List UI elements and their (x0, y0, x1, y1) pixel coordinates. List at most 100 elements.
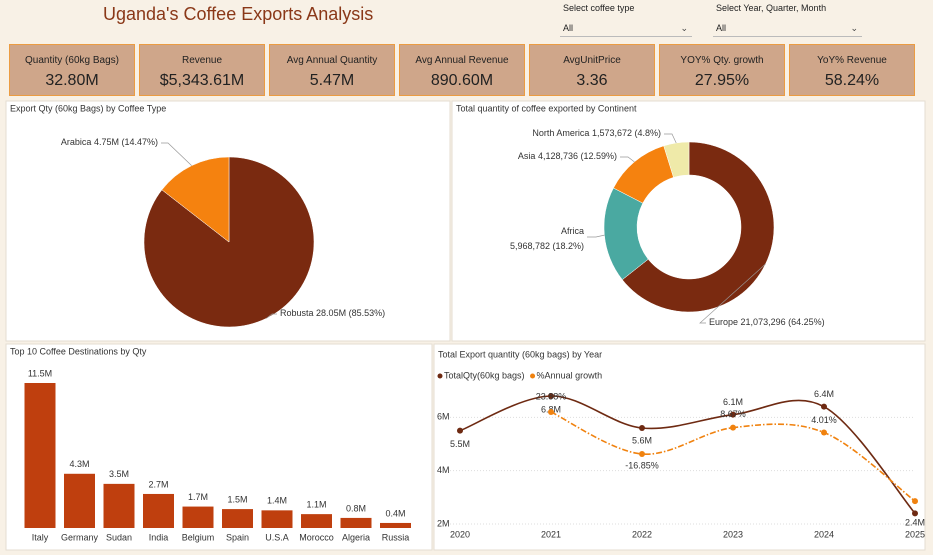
value-label: 6.1M (723, 397, 743, 407)
value-label: 1.4M (267, 496, 287, 506)
leader-line (620, 156, 635, 163)
bar (103, 483, 135, 528)
category-label: Arabica (61, 137, 92, 147)
bar (261, 510, 293, 528)
x-tick-label: 2023 (723, 529, 743, 539)
kpi-card: Avg Annual Revenue 890.60M (399, 44, 525, 96)
kpi-value: 32.80M (45, 72, 99, 89)
value-label: 23.88% (536, 391, 567, 401)
bar (301, 514, 332, 528)
point (548, 408, 554, 415)
x-tick-label: 2020 (450, 529, 470, 539)
chart-title: Total quantity of coffee exported by Con… (456, 103, 637, 113)
category-label: Europe (709, 317, 738, 327)
value-label: 21,073,296 (64.25%) (741, 317, 825, 327)
kpi-value: 58.24% (824, 72, 880, 89)
kpi-label: YOY% Qty. growth (680, 55, 764, 66)
value-label: 1.1M (306, 500, 326, 510)
x-tick-label: 2022 (632, 529, 652, 539)
value-label: 0.8M (346, 503, 366, 513)
dashboard-title: Uganda's Coffee Exports Analysis (103, 4, 374, 24)
point (457, 427, 463, 434)
kpi-card: Avg Annual Quantity 5.47M (269, 44, 395, 96)
chart-title: Top 10 Coffee Destinations by Qty (10, 346, 147, 356)
kpi-value: 890.60M (430, 72, 494, 89)
legend-label: %Annual growth (537, 370, 603, 380)
bar (143, 493, 174, 528)
value-label: 1.5M (227, 494, 247, 504)
category-label: North America (532, 128, 589, 138)
point (548, 393, 554, 399)
value-label: 2.4M (905, 518, 925, 528)
bar (340, 517, 372, 528)
value-label: 0.4M (385, 508, 405, 518)
slice (663, 141, 690, 178)
filter-label: Select coffee type (563, 3, 635, 13)
leader-line (664, 133, 677, 144)
bar (380, 522, 411, 528)
y-tick-label: 2M (437, 518, 450, 528)
filter-dropdown[interactable]: All ⌄ (713, 20, 862, 37)
kpi-card: YoY% Revenue 58.24% (789, 44, 915, 96)
x-tick-label: Morocco (299, 532, 334, 542)
value-label: 2.7M (148, 479, 168, 489)
value-label: 5,968,782 (18.2%) (510, 241, 584, 251)
chart-title: Export Qty (60kg Bags) by Coffee Type (10, 103, 166, 113)
value-label: 1,573,672 (4.8%) (592, 128, 661, 138)
chevron: ⌄ (850, 23, 858, 33)
slice-label: Europe 21,073,296 (64.25%) (709, 317, 825, 327)
bar (182, 506, 214, 528)
point (821, 429, 827, 436)
point (639, 451, 645, 457)
kpi-card: AvgUnitPrice 3.36 (529, 44, 655, 96)
category-label: Robusta (280, 308, 314, 318)
slice-label: Robusta 28.05M (85.53%) (280, 308, 385, 318)
x-tick-label: U.S.A (265, 532, 289, 542)
filter-value: All (563, 23, 574, 33)
x-tick-label: Algeria (342, 532, 370, 542)
x-tick-label: Russia (382, 532, 410, 542)
value-label: 28.05M (85.53%) (316, 308, 385, 318)
kpi-label: Avg Annual Revenue (415, 55, 509, 66)
point (912, 498, 918, 505)
filter-dropdown[interactable]: All ⌄ (560, 20, 692, 37)
category-label: Asia (518, 151, 536, 161)
y-tick-label: 4M (437, 465, 450, 475)
chart-title: Total Export quantity (60kg bags) by Yea… (438, 349, 602, 359)
kpi-card: YOY% Qty. growth 27.95% (659, 44, 785, 96)
value-label: 8.67% (720, 409, 746, 419)
bar (64, 473, 95, 528)
slice (621, 141, 775, 313)
kpi-value: $5,343.61M (159, 72, 245, 89)
x-tick-label: Belgium (182, 532, 215, 542)
x-tick-label: 2025 (905, 529, 925, 539)
x-tick-label: Italy (32, 532, 49, 542)
slice-label: Arabica 4.75M (14.47%) (61, 137, 158, 147)
kpi-value: 5.47M (309, 72, 355, 89)
value-label: 4,128,736 (12.59%) (538, 151, 617, 161)
x-tick-label: Germany (61, 532, 99, 542)
kpi-label: Avg Annual Quantity (286, 55, 378, 66)
kpi-label: Revenue (181, 55, 223, 66)
value-label: 1.7M (188, 492, 208, 502)
value-label: 4.01% (811, 415, 837, 425)
kpi-label: Quantity (60kg Bags) (25, 55, 119, 66)
point (730, 424, 736, 431)
leader-line (587, 234, 605, 238)
category-label: Africa (561, 226, 584, 236)
legend-marker (530, 373, 536, 379)
series-line (459, 395, 916, 514)
chevron: ⌄ (680, 23, 688, 33)
slice (161, 156, 230, 243)
kpi-card: Revenue $5,343.61M (139, 44, 265, 96)
x-tick-label: India (149, 532, 169, 542)
y-tick-label: 6M (437, 412, 450, 422)
kpi-card: Quantity (60kg Bags) 32.80M (9, 44, 135, 96)
legend-label: TotalQty(60kg bags) (444, 370, 525, 380)
bar (24, 383, 56, 528)
leader-line (699, 263, 766, 324)
kpi-value: 27.95% (694, 72, 750, 89)
point (912, 510, 918, 517)
value-label: 6.4M (814, 389, 834, 399)
